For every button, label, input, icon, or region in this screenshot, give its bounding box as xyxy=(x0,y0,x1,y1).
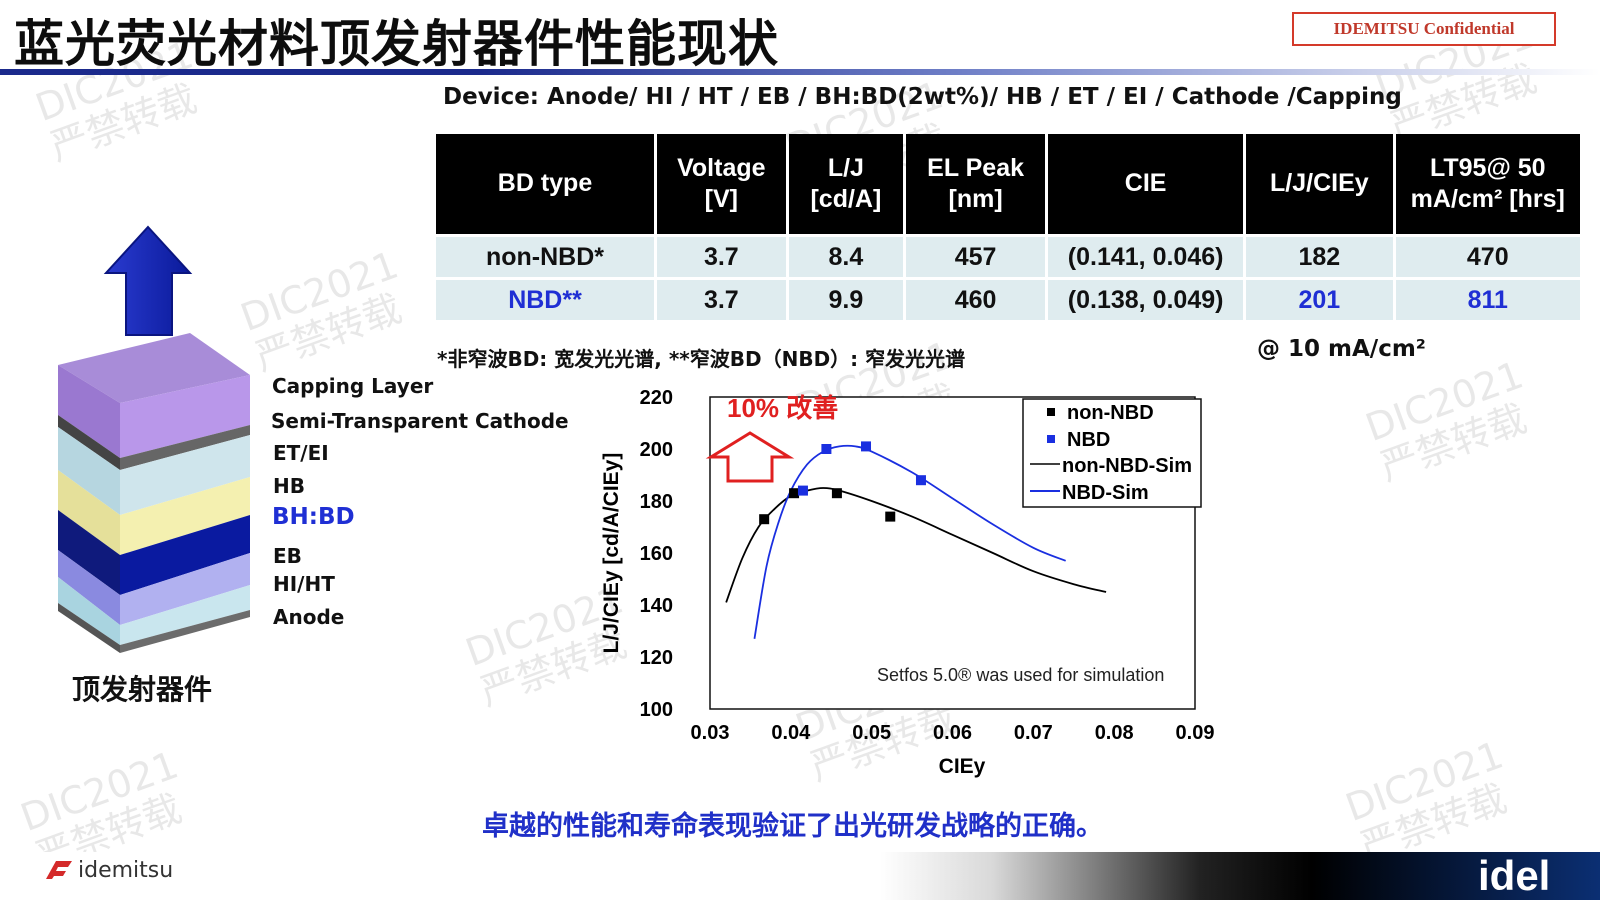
cell-voltage: 3.7 xyxy=(657,237,786,277)
footer-brand: idel xyxy=(1478,852,1551,899)
legend-label-nbd-sim: NBD-Sim xyxy=(1062,482,1149,504)
y-tick-label: 140 xyxy=(640,595,673,617)
data-point-non-nbd xyxy=(885,511,896,522)
x-tick-label: 0.08 xyxy=(1095,722,1134,744)
data-point-non-nbd xyxy=(831,488,842,499)
device-structure-line: Device: Anode/ HI / HT / EB / BH:BD(2wt%… xyxy=(443,84,1402,110)
title-divider xyxy=(0,69,1600,75)
cell-voltage: 3.7 xyxy=(657,280,786,320)
legend-label-non-nbd-sim: non-NBD-Sim xyxy=(1062,455,1192,477)
table-header-row: BD type Voltage [V] L/J [cd/A] EL Peak [… xyxy=(436,134,1580,234)
x-tick-label: 0.05 xyxy=(852,722,891,744)
data-point-nbd xyxy=(861,441,872,452)
cell-lj: 9.9 xyxy=(788,280,904,320)
cell-cie: (0.138, 0.049) xyxy=(1048,280,1244,320)
y-tick-label: 120 xyxy=(640,647,673,669)
footer-logo: idemitsu xyxy=(44,858,173,883)
cell-lj-ciey: 201 xyxy=(1246,280,1393,320)
simulation-note: Setfos 5.0® was used for simulation xyxy=(877,665,1164,685)
data-point-nbd xyxy=(915,475,926,486)
layer-label-bh-bd: BH:BD xyxy=(272,504,355,530)
legend-label-non-nbd: non-NBD xyxy=(1067,402,1154,424)
improvement-annotation: 10% 改善 xyxy=(727,393,838,423)
header-lj-ciey: L/J/CIEy xyxy=(1246,134,1393,234)
x-tick-label: 0.07 xyxy=(1014,722,1053,744)
footer-band xyxy=(0,852,1600,900)
table-row: NBD** 3.7 9.9 460 (0.138, 0.049) 201 811 xyxy=(436,280,1580,320)
data-point-non-nbd xyxy=(759,514,770,525)
header-lt95: LT95@ 50 mA/cm² [hrs] xyxy=(1395,134,1580,234)
header-bd-type: BD type xyxy=(436,134,654,234)
y-tick-label: 220 xyxy=(640,387,673,409)
layer-label-anode: Anode xyxy=(273,605,345,629)
layer-label-eb: EB xyxy=(273,544,302,568)
idemitsu-logo-icon xyxy=(46,860,72,879)
footer-logo-text: idemitsu xyxy=(78,858,174,883)
y-tick-label: 100 xyxy=(640,699,673,721)
page-title: 蓝光荧光材料顶发射器件性能现状 xyxy=(14,15,779,73)
header-lj: L/J [cd/A] xyxy=(788,134,904,234)
cell-lt95: 811 xyxy=(1395,280,1580,320)
header-cie: CIE xyxy=(1048,134,1244,234)
layer-label-hi-ht: HI/HT xyxy=(273,572,335,596)
data-point-non-nbd xyxy=(789,488,800,499)
x-tick-label: 0.03 xyxy=(691,722,730,744)
data-point-nbd xyxy=(821,444,832,454)
cell-lj-ciey: 182 xyxy=(1246,237,1393,277)
header-voltage: Voltage [V] xyxy=(657,134,786,234)
ciey-efficiency-chart: 100 120 140 160 180 200 220 0.03 0.04 0.05 0.06 0.… xyxy=(600,387,1215,778)
y-tick-label: 180 xyxy=(640,491,673,513)
device-stack-illustration xyxy=(58,225,250,653)
legend: non-NBD NBD non-NBD-Sim NBD-Sim xyxy=(1022,398,1202,508)
series-line-nbd-sim xyxy=(753,444,1067,639)
cell-bd-type: non-NBD* xyxy=(436,237,654,277)
x-tick-label: 0.06 xyxy=(933,722,972,744)
y-tick-label: 200 xyxy=(640,439,673,461)
y-tick-label: 160 xyxy=(640,543,673,565)
cell-cie: (0.141, 0.046) xyxy=(1048,237,1244,277)
measurement-condition: @ 10 mA/cm² xyxy=(1257,336,1426,362)
y-axis-label: L/J/CIEy [cd/A/CIEy] xyxy=(600,453,623,654)
x-tick-label: 0.04 xyxy=(771,722,811,744)
table-row: non-NBD* 3.7 8.4 457 (0.141, 0.046) 182 … xyxy=(436,237,1580,277)
layer-label-cathode: Semi-Transparent Cathode xyxy=(271,409,569,433)
conclusion-text: 卓越的性能和寿命表现验证了出光研发战略的正确。 xyxy=(482,811,1103,842)
bd-type-footnote: *非窄波BD: 宽发光光谱, **窄波BD（NBD）: 窄发光光谱 xyxy=(437,347,966,371)
cell-el-peak: 460 xyxy=(906,280,1046,320)
cell-el-peak: 457 xyxy=(906,237,1046,277)
layer-label-capping: Capping Layer xyxy=(272,374,434,398)
layer-label-et-ei: ET/EI xyxy=(273,441,329,465)
confidential-badge: IDEMITSU Confidential xyxy=(1292,12,1556,46)
improvement-arrow-icon xyxy=(705,431,795,483)
performance-table: BD type Voltage [V] L/J [cd/A] EL Peak [… xyxy=(433,131,1583,323)
header-el-peak: EL Peak [nm] xyxy=(906,134,1046,234)
device-caption: 顶发射器件 xyxy=(72,673,213,706)
cell-bd-type: NBD** xyxy=(436,280,654,320)
cell-lt95: 470 xyxy=(1395,237,1580,277)
up-arrow-icon xyxy=(103,225,193,336)
x-axis-label: CIEy xyxy=(939,755,986,778)
cell-lj: 8.4 xyxy=(788,237,904,277)
layer-label-hb: HB xyxy=(273,474,305,498)
legend-label-nbd: NBD xyxy=(1067,429,1110,451)
x-tick-label: 0.09 xyxy=(1176,722,1215,744)
data-point-nbd xyxy=(797,485,808,496)
